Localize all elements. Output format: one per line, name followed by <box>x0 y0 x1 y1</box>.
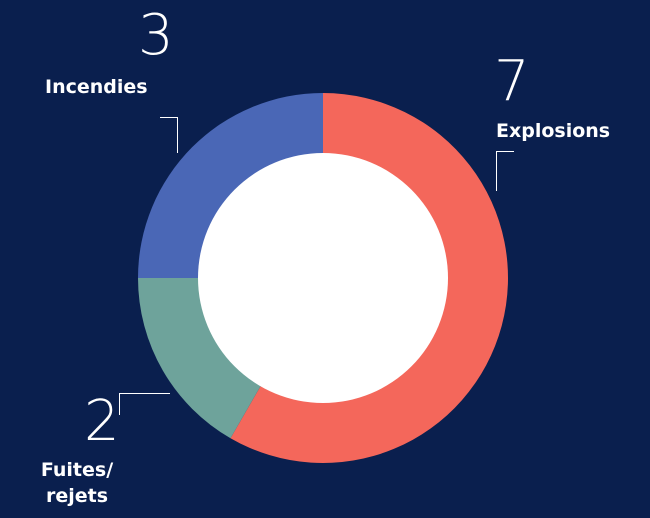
explosions-value: 7 <box>494 49 530 114</box>
fuites-leader <box>119 393 170 415</box>
incendies-label: Incendies <box>45 76 148 98</box>
incendies-value: 3 <box>138 3 174 68</box>
fuites-label-line2: rejets <box>45 485 109 507</box>
explosions-label: Explosions <box>496 120 611 142</box>
donut-hole <box>198 153 448 403</box>
explosions-leader <box>496 151 514 191</box>
fuites-label-line1: Fuites/ <box>40 459 114 481</box>
incendies-leader <box>160 117 178 153</box>
fuites-value: 2 <box>84 389 120 454</box>
